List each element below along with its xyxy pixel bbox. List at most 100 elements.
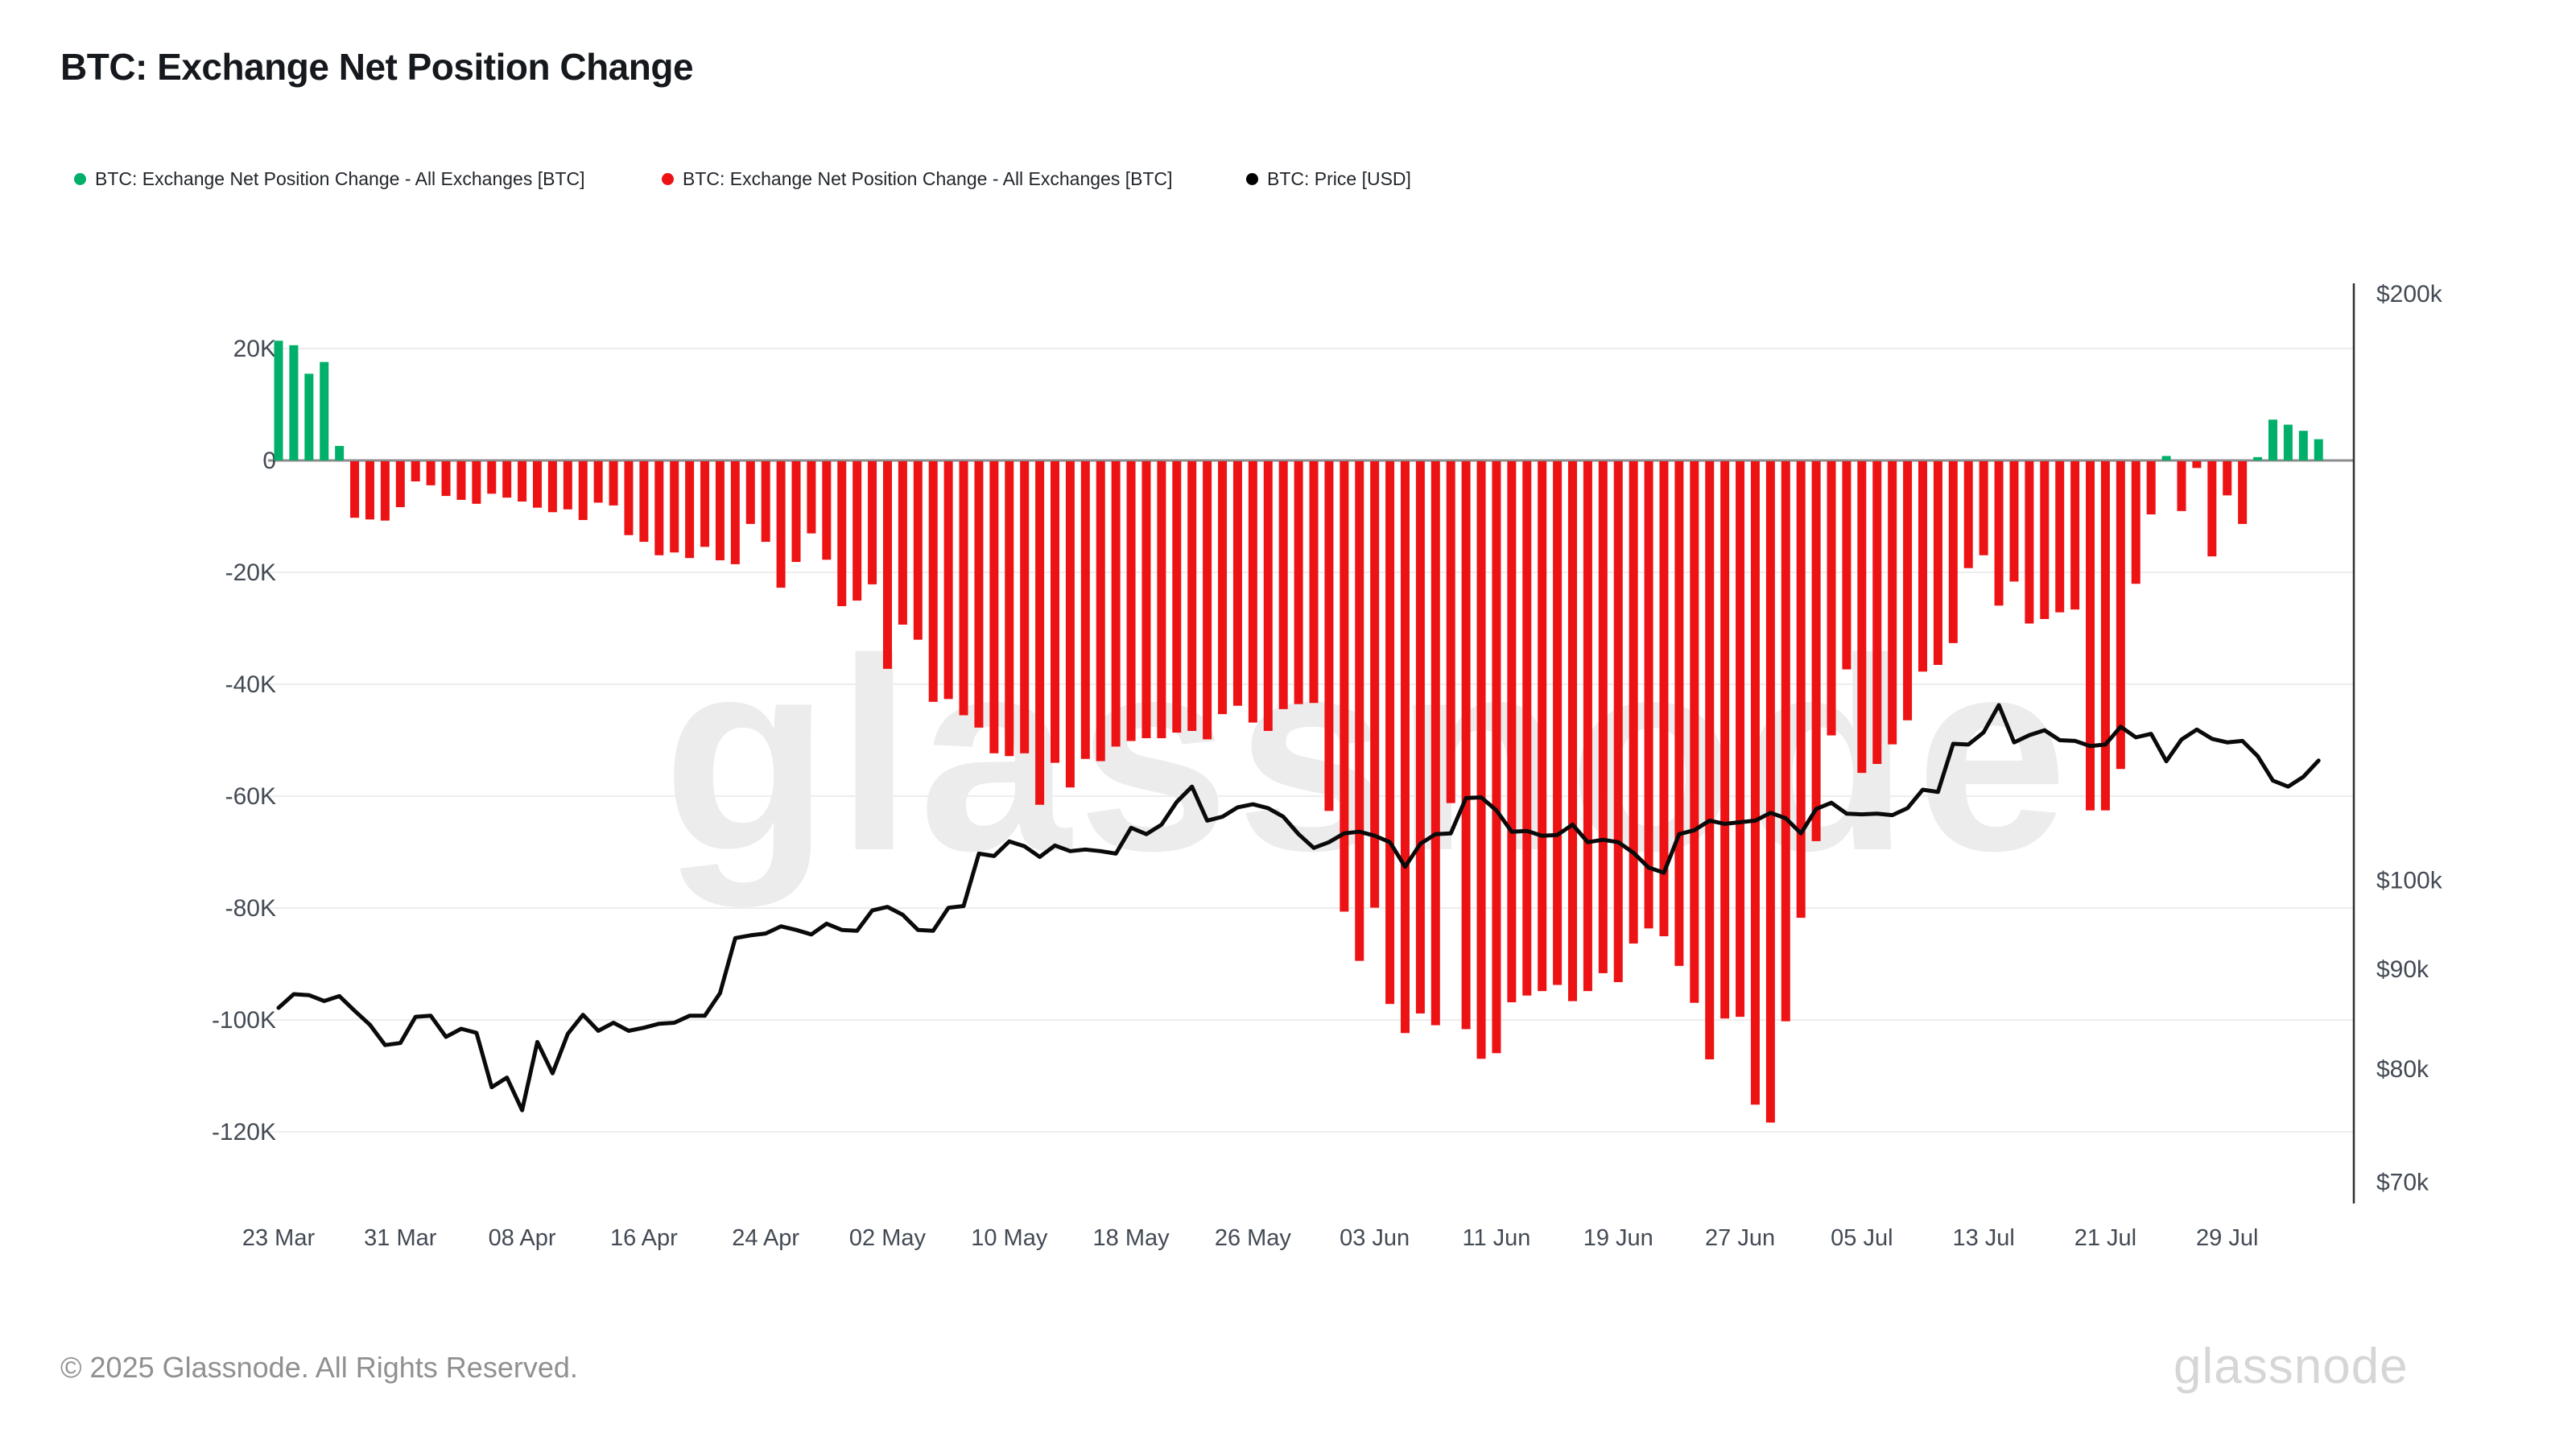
bar-05-Apr[interactable] (472, 461, 481, 504)
bar-26-Apr[interactable] (791, 461, 801, 563)
bar-04-Jul[interactable] (1842, 461, 1852, 670)
bar-14-Apr[interactable] (609, 461, 618, 506)
bar-06-May[interactable] (943, 461, 953, 700)
bar-05-May[interactable] (928, 461, 938, 702)
bar-29-Apr[interactable] (837, 461, 847, 607)
bar-21-Jun[interactable] (1644, 461, 1653, 929)
bar-28-Apr[interactable] (822, 461, 832, 560)
bar-24-Apr[interactable] (761, 461, 770, 543)
bar-07-Jul[interactable] (1888, 461, 1897, 745)
bar-22-Apr[interactable] (730, 461, 740, 564)
bar-15-Apr[interactable] (624, 461, 634, 535)
bar-26-May[interactable] (1248, 461, 1257, 723)
bar-30-May[interactable] (1309, 461, 1319, 704)
bar-24-Jul[interactable] (2146, 461, 2156, 515)
bar-10-Apr[interactable] (547, 461, 557, 513)
legend-item-0[interactable]: BTC: Exchange Net Position Change - All … (74, 165, 585, 192)
bar-01-Apr[interactable] (411, 461, 420, 482)
bar-16-May[interactable] (1096, 461, 1105, 762)
bar-25-Jun[interactable] (1705, 461, 1715, 1059)
bar-23-Mar[interactable] (274, 341, 283, 460)
bar-11-Apr[interactable] (563, 461, 572, 510)
btc-price-line[interactable] (276, 703, 2321, 1113)
bar-27-Jul[interactable] (2192, 461, 2202, 469)
bar-19-Apr[interactable] (685, 461, 695, 559)
bar-31-Mar[interactable] (395, 461, 405, 507)
bar-20-Jul[interactable] (2086, 461, 2095, 811)
bar-17-May[interactable] (1111, 461, 1121, 747)
bar-16-Jul[interactable] (2025, 461, 2034, 624)
net-position-bars[interactable] (274, 341, 2323, 1123)
bar-21-Jul[interactable] (2100, 461, 2110, 811)
bar-06-Jun[interactable] (1415, 461, 1425, 1013)
bar-23-Jul[interactable] (2131, 461, 2140, 584)
bar-14-Jul[interactable] (1994, 461, 2004, 606)
bar-06-Apr[interactable] (487, 461, 497, 494)
bar-31-Jul[interactable] (2253, 456, 2263, 460)
bar-30-Jul[interactable] (2238, 461, 2248, 524)
bar-28-Jul[interactable] (2207, 461, 2217, 557)
bar-27-Apr[interactable] (807, 461, 816, 534)
bar-08-Jun[interactable] (1446, 461, 1455, 803)
bar-09-Apr[interactable] (533, 461, 543, 508)
bar-12-May[interactable] (1035, 461, 1045, 805)
bar-23-May[interactable] (1203, 461, 1212, 740)
bar-04-May[interactable] (913, 461, 923, 640)
bar-23-Jun[interactable] (1674, 461, 1684, 966)
bar-21-May[interactable] (1172, 461, 1182, 733)
bar-04-Jun[interactable] (1385, 461, 1395, 1005)
bar-12-Jul[interactable] (1963, 461, 1973, 568)
bar-24-May[interactable] (1218, 461, 1228, 715)
bar-13-May[interactable] (1051, 461, 1060, 763)
bar-03-Aug[interactable] (2298, 431, 2308, 460)
bar-18-Jun[interactable] (1598, 461, 1608, 973)
bar-22-Jun[interactable] (1659, 461, 1669, 937)
bar-17-Jul[interactable] (2040, 461, 2050, 619)
bar-12-Jun[interactable] (1507, 461, 1517, 1003)
bar-15-May[interactable] (1080, 461, 1090, 759)
bar-24-Jun[interactable] (1690, 461, 1699, 1003)
bar-20-Jun[interactable] (1629, 461, 1638, 944)
bar-11-Jun[interactable] (1492, 461, 1501, 1054)
bar-01-May[interactable] (868, 461, 877, 584)
bar-12-Apr[interactable] (578, 461, 588, 520)
bar-22-Jul[interactable] (2116, 461, 2125, 770)
bar-09-Jul[interactable] (1918, 461, 1927, 672)
bar-01-Jul[interactable] (1796, 461, 1806, 919)
bar-27-May[interactable] (1263, 461, 1273, 731)
bar-30-Mar[interactable] (380, 461, 390, 521)
bar-10-Jul[interactable] (1933, 461, 1942, 665)
bar-11-Jul[interactable] (1948, 461, 1958, 643)
bar-09-Jun[interactable] (1461, 461, 1471, 1030)
bar-19-Jun[interactable] (1613, 461, 1623, 983)
bar-04-Aug[interactable] (2314, 439, 2323, 460)
bar-21-Apr[interactable] (715, 461, 724, 561)
bar-03-Jun[interactable] (1370, 461, 1380, 908)
bar-02-Apr[interactable] (426, 461, 436, 485)
bar-15-Jun[interactable] (1553, 461, 1563, 985)
bar-20-Apr[interactable] (700, 461, 710, 547)
bar-17-Jun[interactable] (1583, 461, 1592, 992)
bar-05-Jun[interactable] (1400, 461, 1410, 1034)
bar-29-Mar[interactable] (365, 461, 374, 520)
bar-26-Jun[interactable] (1720, 461, 1730, 1019)
bar-03-May[interactable] (898, 461, 907, 625)
bar-27-Jun[interactable] (1736, 461, 1745, 1018)
bar-02-Jul[interactable] (1811, 461, 1821, 841)
bar-26-Jul[interactable] (2177, 461, 2186, 511)
bar-14-Jun[interactable] (1538, 461, 1547, 992)
bar-14-May[interactable] (1065, 461, 1075, 788)
bar-25-Apr[interactable] (776, 461, 786, 588)
bar-29-Jun[interactable] (1765, 461, 1775, 1123)
bar-02-Aug[interactable] (2283, 424, 2293, 460)
bar-25-Jul[interactable] (2161, 456, 2171, 460)
bar-30-Apr[interactable] (852, 461, 862, 601)
bar-01-Aug[interactable] (2268, 419, 2277, 460)
bar-08-May[interactable] (974, 461, 984, 728)
bar-30-Jun[interactable] (1781, 461, 1790, 1022)
bar-06-Jul[interactable] (1872, 461, 1882, 764)
bar-02-May[interactable] (882, 461, 892, 669)
bar-20-May[interactable] (1157, 461, 1166, 739)
bar-25-May[interactable] (1232, 461, 1242, 706)
legend-item-1[interactable]: BTC: Exchange Net Position Change - All … (662, 165, 1173, 192)
